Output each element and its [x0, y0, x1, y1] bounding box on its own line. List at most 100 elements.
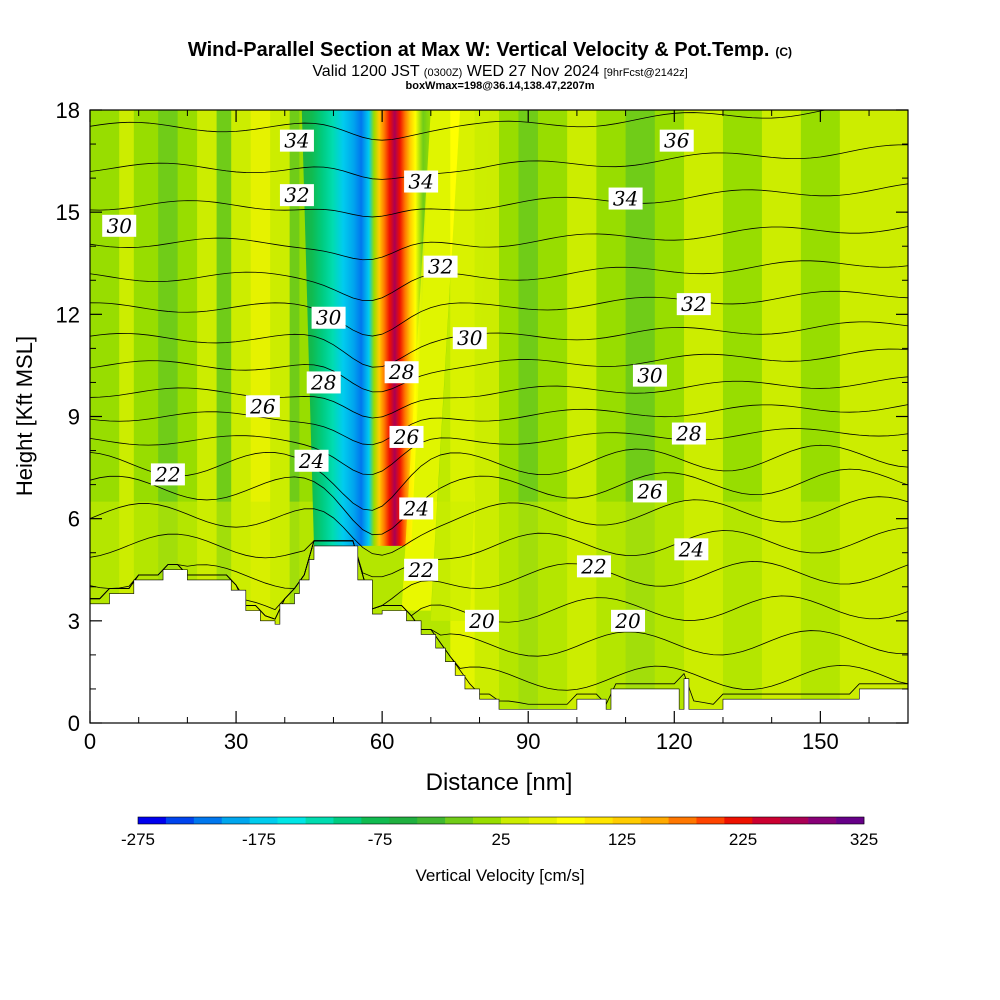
colorbar-swatch [249, 817, 278, 824]
contour-label: 24 [674, 537, 709, 561]
contour-label: 22 [576, 554, 611, 578]
colorbar-swatch [556, 817, 586, 824]
velocity-column [289, 110, 300, 723]
y-axis-label: Height [Kft MSL] [12, 336, 37, 496]
x-tick-label: 0 [84, 729, 96, 754]
svg-text:32: 32 [428, 255, 453, 279]
contour-label: 32 [423, 255, 458, 279]
y-tick-label: 3 [68, 609, 80, 634]
x-tick-label: 30 [224, 729, 248, 754]
theta-contour [90, 444, 908, 511]
y-tick-label: 12 [56, 302, 80, 327]
colorbar-tick-label: -75 [368, 830, 393, 849]
colorbar-swatch [193, 817, 223, 824]
colorbar-swatch [445, 817, 474, 824]
colorbar-label: Vertical Velocity [cm/s] [415, 866, 584, 885]
svg-text:20: 20 [468, 609, 495, 633]
chart-title: Wind-Parallel Section at Max W: Vertical… [188, 39, 792, 61]
svg-text:30: 30 [637, 364, 663, 388]
theta-contour [90, 428, 908, 476]
svg-text:20: 20 [614, 609, 641, 633]
theta-contour [90, 321, 908, 368]
svg-text:34: 34 [284, 129, 309, 153]
colorbar-swatch [780, 817, 809, 824]
contour-label: 30 [452, 326, 487, 350]
velocity-fill-layer [90, 110, 908, 723]
svg-text:32: 32 [284, 183, 309, 207]
y-tick-label: 0 [68, 711, 80, 736]
theta-contour [90, 110, 827, 141]
contour-label: 34 [404, 170, 439, 194]
svg-text:28: 28 [675, 422, 701, 446]
contour-label: 34 [608, 187, 643, 211]
svg-text:24: 24 [402, 496, 428, 520]
contour-label: 32 [279, 183, 314, 207]
contour-label: 28 [384, 360, 419, 384]
colorbar-swatch [221, 817, 250, 824]
plot-area: 20 20 22 22 22 24 24 24 26 26 26 28 28 28 30 30 30 30 32 32… [90, 110, 908, 723]
svg-text:30: 30 [316, 306, 342, 330]
svg-text:26: 26 [249, 394, 276, 418]
contour-label: 32 [676, 292, 711, 316]
contour-label: 24 [399, 496, 434, 520]
theta-contour [90, 183, 908, 218]
colorbar-swatch [696, 817, 725, 824]
contour-label: 20 [611, 609, 646, 633]
colorbar-swatch [138, 817, 167, 824]
colorbar-swatch [752, 817, 781, 824]
y-tick-label: 9 [68, 405, 80, 430]
theta-contour [90, 260, 908, 301]
contour-label: 34 [279, 129, 314, 153]
svg-text:26: 26 [636, 479, 663, 503]
contour-label: 22 [150, 462, 185, 486]
y-tick-label: 18 [56, 98, 80, 123]
colorbar-swatch [724, 817, 753, 824]
colorbar-tick-label: -175 [242, 830, 276, 849]
colorbar-swatch [668, 817, 697, 824]
colorbar-swatch [277, 817, 306, 824]
colorbar-tick-label: 25 [492, 830, 511, 849]
contour-label: 30 [632, 364, 667, 388]
theta-contour [90, 496, 908, 556]
colorbar-swatch [473, 817, 502, 824]
svg-text:32: 32 [681, 292, 706, 316]
x-tick-label: 90 [516, 729, 540, 754]
colorbar-swatch [612, 817, 641, 824]
contour-label: 28 [306, 370, 341, 394]
theta-contour [90, 404, 908, 446]
theta-contour [90, 540, 908, 623]
colorbar-swatch [836, 817, 865, 824]
lime-streak [430, 110, 490, 621]
colorbar-tick-label: 325 [850, 830, 878, 849]
theta-contour [90, 144, 908, 180]
colorbar: -275 -175 -75 25 125 225 325 [121, 816, 878, 849]
contour-label: 30 [102, 214, 137, 238]
colorbar-swatch [808, 817, 837, 824]
contour-label: 30 [311, 306, 346, 330]
contour-label: 36 [659, 129, 694, 153]
contour-label: 20 [464, 609, 499, 633]
y-tick-label: 6 [68, 507, 80, 532]
svg-text:24: 24 [678, 537, 704, 561]
svg-text:34: 34 [613, 187, 638, 211]
svg-text:22: 22 [407, 558, 433, 582]
colorbar-swatch [333, 817, 362, 824]
contour-label: 28 [671, 422, 706, 446]
colorbar-swatch [417, 817, 446, 824]
colorbar-swatch [165, 817, 195, 824]
chart-subtitle: Valid 1200 JST (0300Z) WED 27 Nov 2024 [… [312, 63, 687, 80]
colorbar-tick-label: -275 [121, 830, 155, 849]
contour-label-layer: 20 20 22 22 22 24 24 24 26 26 26 28 28 28 30 30 30 30 32 32… [102, 129, 711, 633]
theta-contour [90, 540, 908, 610]
contour-label: 24 [294, 449, 329, 473]
svg-text:22: 22 [580, 554, 606, 578]
x-tick-label: 120 [656, 729, 693, 754]
theta-contour [90, 527, 908, 578]
x-axis-label: Distance [nm] [426, 769, 573, 796]
theta-contour [90, 226, 908, 261]
svg-text:30: 30 [457, 326, 483, 350]
contour-label: 26 [245, 394, 280, 418]
contour-label: 26 [632, 479, 667, 503]
theta-contour [90, 376, 908, 419]
